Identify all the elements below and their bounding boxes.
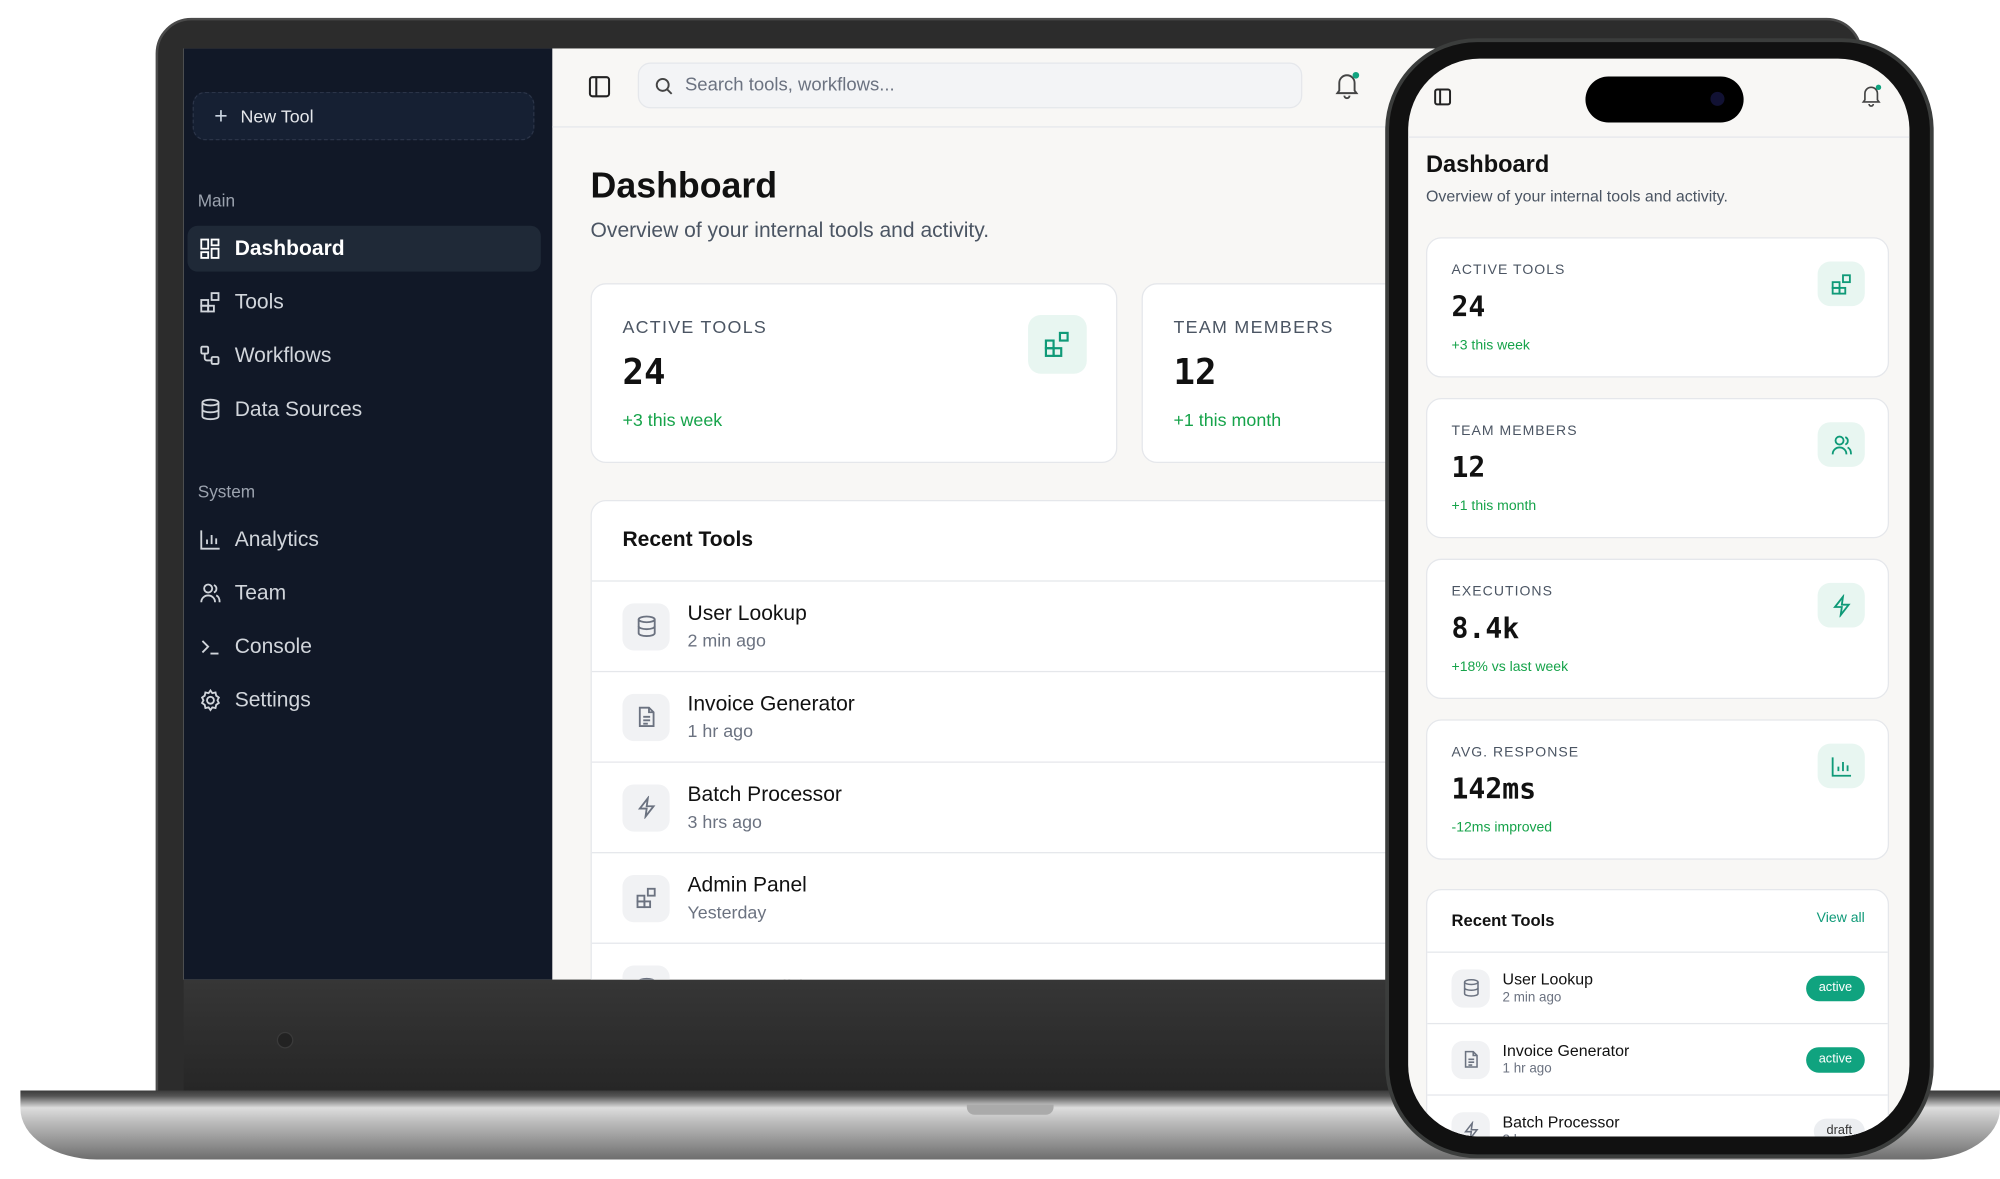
topbar: Search tools, workflows...: [552, 48, 1460, 128]
terminal-icon: [201, 640, 219, 655]
blocks-icon: [1831, 273, 1851, 294]
recent-tools-title: Recent Tools: [622, 528, 754, 552]
status-badge: active: [1805, 975, 1865, 1001]
page-subtitle: Overview of your internal tools and acti…: [1426, 187, 1728, 206]
bar-chart-icon: [1831, 756, 1851, 777]
page-subtitle: Overview of your internal tools and acti…: [590, 219, 990, 243]
file-text-icon: [1464, 1050, 1478, 1068]
database-icon: [637, 615, 655, 637]
sidebar-toggle-icon[interactable]: [1434, 88, 1452, 106]
list-item[interactable]: Admin Panel Yesterday: [591, 852, 1460, 943]
list-item[interactable]: User Lookup 2 min ago: [591, 580, 1460, 671]
lightning-icon: [1832, 593, 1850, 617]
lightning-icon: [1463, 1121, 1478, 1137]
sidebar-item-workflows[interactable]: Workflows: [187, 333, 540, 379]
list-item[interactable]: Batch Processor 3 hrs ago: [591, 761, 1460, 852]
recent-tools-card: Recent Tools User Lookup 2 min ago Invoice…: [590, 499, 1460, 980]
gear-icon: [200, 688, 221, 712]
sidebar-toggle-icon[interactable]: [588, 75, 611, 98]
sidebar-item-data-sources[interactable]: Data Sources: [187, 386, 540, 432]
sidebar-item-tools[interactable]: Tools: [187, 279, 540, 325]
sidebar-item-console[interactable]: Console: [187, 624, 540, 670]
list-item[interactable]: Report Builder: [591, 942, 1460, 980]
stat-card-team-members: TEAM MEMBERS 12 +1 this month: [1426, 397, 1890, 539]
sidebar-item-analytics[interactable]: Analytics: [187, 517, 540, 563]
search-icon: [655, 77, 673, 94]
bell-icon[interactable]: [1333, 71, 1361, 100]
users-icon: [1831, 434, 1852, 454]
status-badge: draft: [1813, 1117, 1865, 1137]
sidebar-item-dashboard[interactable]: Dashboard: [187, 225, 541, 272]
users-icon: [200, 583, 221, 603]
stat-card-active-tools: ACTIVE TOOLS 24 +3 this week: [590, 283, 1118, 464]
laptop-notch: [966, 1104, 1054, 1115]
list-item[interactable]: Invoice Generator 1 hr ago active: [1427, 1022, 1888, 1094]
laptop-camera: [276, 1031, 294, 1049]
database-icon: [1463, 978, 1479, 997]
lightning-icon: [637, 795, 655, 819]
bar-chart-icon: [200, 530, 220, 550]
phone-screen: Dashboard Overview of your internal tool…: [1408, 58, 1910, 1137]
blocks-icon: [1028, 315, 1087, 374]
laptop-screen: + New Tool Main Dashboard Tools Workflows Da…: [183, 48, 1460, 980]
recent-tools-card: Recent Tools View all User Lookup 2 min a…: [1426, 889, 1890, 1137]
blocks-icon: [200, 292, 220, 313]
list-item[interactable]: Invoice Generator 1 hr ago: [591, 670, 1460, 762]
blocks-icon: [635, 887, 655, 909]
status-badge: active: [1805, 1046, 1865, 1073]
page-title: Dashboard: [1426, 150, 1550, 178]
sidebar-item-team[interactable]: Team: [187, 570, 540, 616]
main-content: Search tools, workflows... Dashboard Ove…: [552, 48, 1460, 980]
dynamic-island: [1585, 76, 1744, 123]
sidebar-item-settings[interactable]: Settings: [187, 677, 540, 723]
database-icon: [638, 977, 654, 980]
section-label-system: System: [197, 482, 256, 502]
new-tool-button[interactable]: + New Tool: [192, 91, 535, 141]
stat-card-active-tools: ACTIVE TOOLS 24 +3 this week: [1426, 237, 1890, 378]
layout-grid-icon: [200, 238, 220, 259]
plus-icon: +: [214, 102, 228, 129]
search-input[interactable]: Search tools, workflows...: [637, 62, 1303, 109]
list-item[interactable]: User Lookup 2 min ago active: [1427, 951, 1888, 1023]
workflow-icon: [200, 345, 220, 365]
stat-card-executions: EXECUTIONS 8.4k +18% vs last week: [1426, 558, 1890, 699]
bell-icon[interactable]: [1860, 84, 1883, 107]
section-label-main: Main: [197, 191, 236, 211]
file-text-icon: [638, 706, 654, 727]
page-title: Dashboard: [590, 165, 778, 206]
sidebar: + New Tool Main Dashboard Tools Workflows Da…: [183, 48, 553, 980]
database-icon: [201, 398, 220, 421]
stat-card-avg-response: AVG. RESPONSE 142ms -12ms improved: [1426, 719, 1890, 860]
view-all-link[interactable]: View all: [1816, 910, 1865, 927]
